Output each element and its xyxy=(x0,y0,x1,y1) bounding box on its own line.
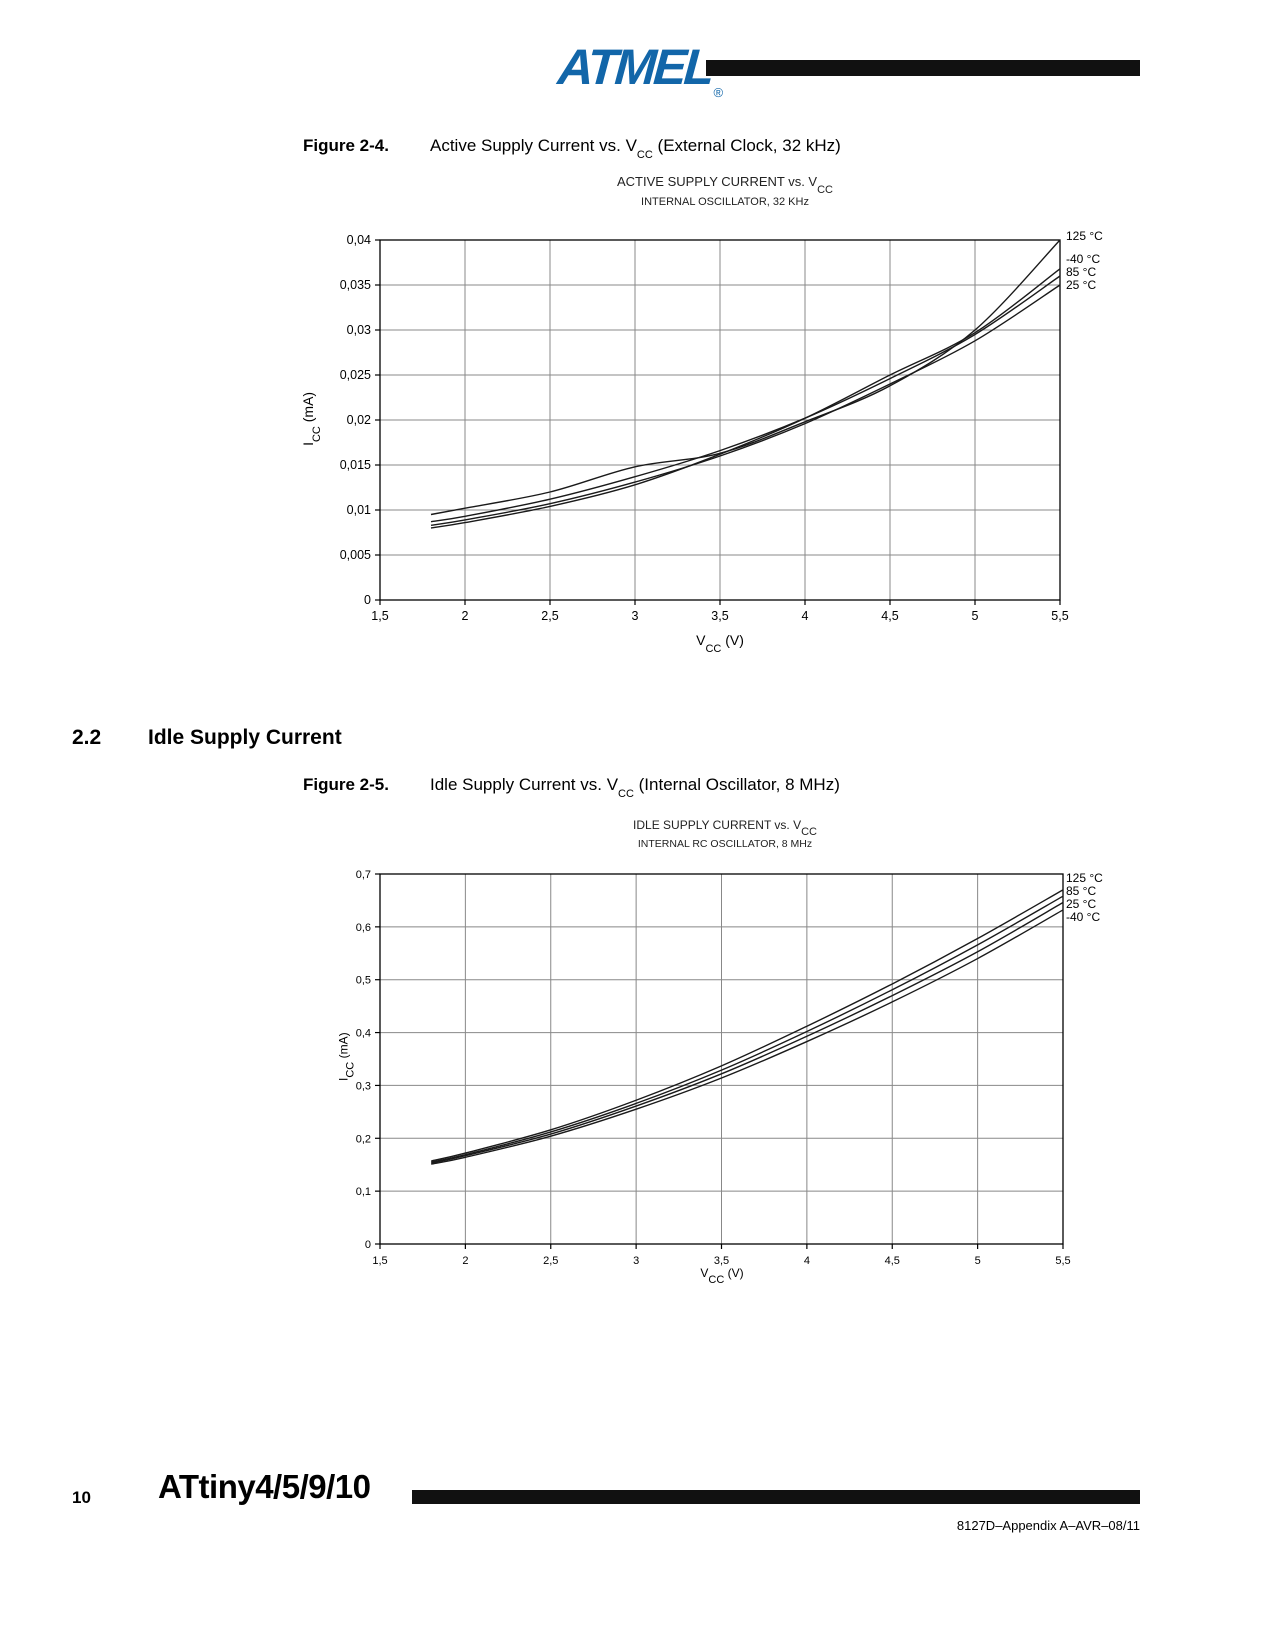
x-tick-label: 5,5 xyxy=(1055,1255,1070,1267)
y-tick-label: 0,02 xyxy=(347,413,371,427)
series-line xyxy=(431,895,1064,1163)
series-line xyxy=(431,909,1064,1165)
x-tick-label: 1,5 xyxy=(371,609,388,623)
y-tick-label: 0 xyxy=(364,593,371,607)
chart-2-legend: 125 °C 85 °C 25 °C -40 °C xyxy=(1066,872,1103,924)
x-tick-label: 2,5 xyxy=(541,609,558,623)
legend-label: -40 °C xyxy=(1066,252,1101,266)
header-rule xyxy=(706,60,1140,76)
legend-label: 125 °C xyxy=(1066,871,1103,885)
footer-rule xyxy=(412,1490,1140,1504)
y-tick-label: 0,1 xyxy=(356,1186,371,1198)
x-tick-label: 2 xyxy=(462,609,469,623)
series-line xyxy=(430,275,1061,523)
legend-label: 85 °C xyxy=(1066,884,1097,898)
y-tick-label: 0,035 xyxy=(340,278,371,292)
y-tick-label: 0,2 xyxy=(356,1133,371,1145)
x-tick-label: 3 xyxy=(633,1255,639,1267)
document-reference: 8127D–Appendix A–AVR–08/11 xyxy=(956,1518,1140,1533)
series-line xyxy=(430,284,1061,526)
series-line xyxy=(431,901,1064,1164)
series-line xyxy=(430,239,1061,516)
x-tick-label: 4,5 xyxy=(885,1255,900,1267)
series-line xyxy=(430,268,1061,529)
x-tick-label: 3,5 xyxy=(711,609,728,623)
chart-1-y-axis-label: ICC (mA) xyxy=(300,391,323,446)
chart-2-title-block: IDLE SUPPLY CURRENT vs. VCC INTERNAL RC … xyxy=(425,818,1025,850)
active-supply-current-chart: 1,5 2 2,5 3 3,5 4 4,5 5 5,5 0 0,005 0,01 0,015 0,02 0,… xyxy=(340,233,1069,623)
product-title: ATtiny4/5/9/10 xyxy=(158,1468,371,1505)
legend-label: 25 °C xyxy=(1066,897,1097,911)
y-tick-label: 0,7 xyxy=(356,869,371,881)
y-tick-label: 0,3 xyxy=(356,1080,371,1092)
section-number: 2.2 xyxy=(72,726,102,749)
legend-label: -40 °C xyxy=(1066,910,1101,924)
x-tick-label: 4 xyxy=(804,1255,810,1267)
x-tick-label: 5 xyxy=(975,1255,981,1267)
figure-2-4-title: Active Supply Current vs. VCC (External … xyxy=(430,136,841,162)
chart-1-subtitle: INTERNAL OSCILLATOR, 32 KHz xyxy=(641,195,809,208)
y-tick-label: 0,005 xyxy=(340,548,371,562)
legend-label: 125 °C xyxy=(1066,229,1103,243)
section-title: Idle Supply Current xyxy=(148,726,342,749)
x-tick-label: 2,5 xyxy=(543,1255,558,1267)
y-tick-label: 0,03 xyxy=(347,323,371,337)
chart-2-title: IDLE SUPPLY CURRENT vs. VCC xyxy=(633,818,817,839)
chart-2-subtitle: INTERNAL RC OSCILLATOR, 8 MHz xyxy=(637,838,813,851)
x-tick-label: 5,5 xyxy=(1051,609,1068,623)
chart-1-legend: 125 °C -40 °C 85 °C 25 °C xyxy=(1066,230,1103,292)
legend-label: 85 °C xyxy=(1066,265,1097,279)
y-tick-label: 0,6 xyxy=(356,922,371,934)
chart-1-title: ACTIVE SUPPLY CURRENT vs. VCC xyxy=(617,174,833,196)
section-heading: 2.2 Idle Supply Current xyxy=(72,726,342,750)
chart-1-x-axis-label: VCC (V) xyxy=(696,632,744,655)
chart-2-x-axis-label: VCC (V) xyxy=(700,1266,744,1287)
figure-2-4-label: Figure 2-4. xyxy=(303,136,389,155)
chart-1-title-block: ACTIVE SUPPLY CURRENT vs. VCC INTERNAL O… xyxy=(425,174,1025,208)
figure-2-5-caption: Figure 2-5. Idle Supply Current vs. VCC (… xyxy=(303,775,840,801)
page-number: 10 xyxy=(72,1488,91,1507)
x-tick-label: 3 xyxy=(632,609,639,623)
chart-2-y-axis-label: ICC (mA) xyxy=(336,1032,357,1081)
x-tick-label: 2 xyxy=(462,1255,468,1267)
figure-2-5-label: Figure 2-5. xyxy=(303,775,389,794)
y-tick-label: 0,01 xyxy=(347,503,371,517)
y-tick-label: 0 xyxy=(365,1239,371,1251)
series-line xyxy=(431,889,1064,1162)
idle-supply-current-chart: 1,5 2 2,5 3 3,5 4 4,5 5 5,5 0 0,1 0,2 0,3 0,4 0,5 0,6 0,… xyxy=(356,869,1071,1267)
x-tick-label: 1,5 xyxy=(372,1255,387,1267)
y-tick-label: 0,4 xyxy=(356,1028,371,1040)
atmel-logo: ATMEL® xyxy=(556,38,723,100)
y-tick-label: 0,04 xyxy=(347,233,371,247)
registered-trademark-icon: ® xyxy=(713,85,724,100)
x-tick-label: 3,5 xyxy=(714,1255,729,1267)
x-tick-label: 4 xyxy=(802,609,809,623)
x-tick-label: 5 xyxy=(972,609,979,623)
figure-2-5-title: Idle Supply Current vs. VCC (Internal Os… xyxy=(430,775,840,801)
y-tick-label: 0,5 xyxy=(356,975,371,987)
figure-2-4-caption: Figure 2-4. Active Supply Current vs. VCC… xyxy=(303,136,841,162)
legend-label: 25 °C xyxy=(1066,278,1097,292)
y-tick-label: 0,025 xyxy=(340,368,371,382)
atmel-logo-text: ATMEL xyxy=(556,39,714,95)
x-tick-label: 4,5 xyxy=(881,609,898,623)
y-tick-label: 0,015 xyxy=(340,458,371,472)
